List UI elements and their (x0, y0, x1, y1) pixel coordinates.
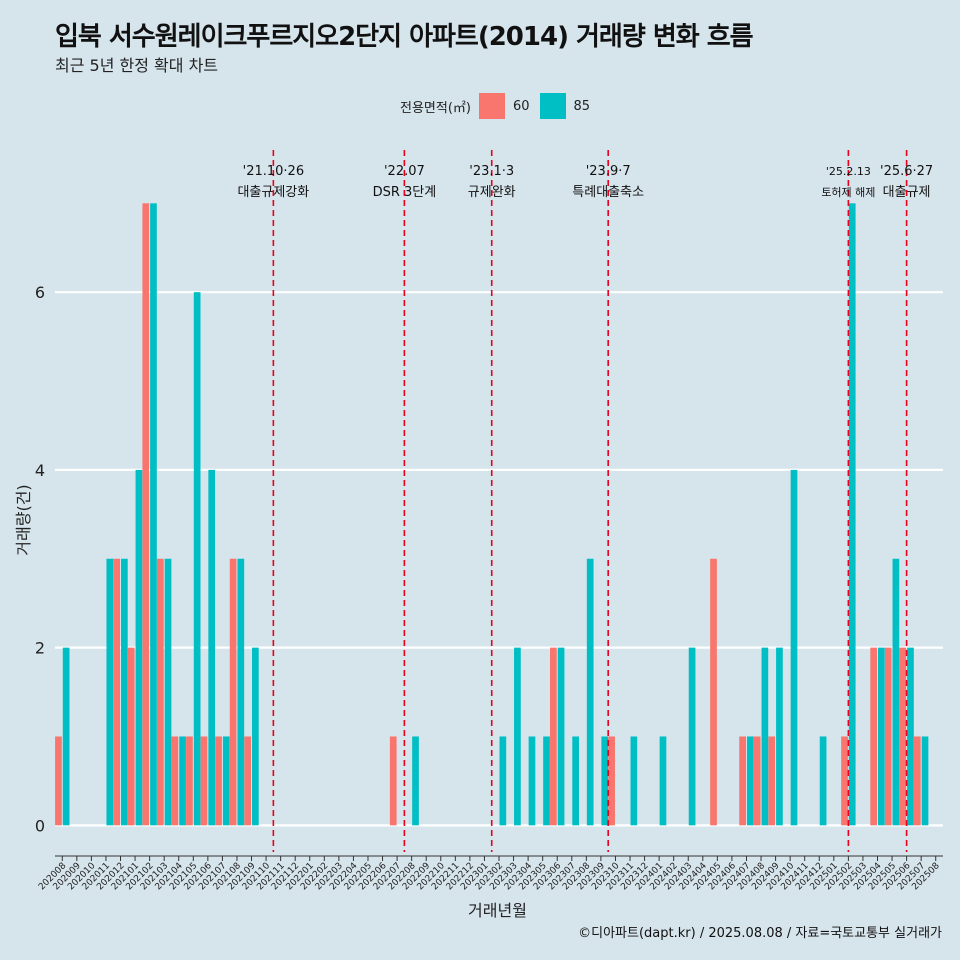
bar-85-202302 (499, 736, 507, 826)
bar-85-202109 (252, 647, 259, 826)
bar-85-202101 (135, 469, 143, 826)
legend-swatch-85 (539, 93, 566, 119)
bar-85-202105 (193, 292, 201, 826)
bar-85-202303 (514, 647, 521, 826)
bar-60-202306 (550, 647, 557, 826)
bar-60-202008 (55, 736, 62, 826)
bar-85-202305 (543, 736, 550, 826)
bar-85-202504 (877, 647, 885, 826)
bar-60-202502 (841, 736, 848, 826)
event-label: 토허제 해제 (821, 185, 875, 199)
event-date: '23.9·7 (586, 164, 631, 179)
bar-85-202306 (557, 647, 565, 826)
bar-85-202103 (164, 558, 172, 826)
bar-60-202504 (870, 647, 877, 826)
legend-label-85: 85 (573, 98, 591, 114)
bar-layer (55, 203, 929, 826)
bar-60-202104 (171, 736, 179, 826)
bar-85-202011 (106, 558, 114, 826)
bar-85-202107 (222, 736, 230, 826)
bar-60-202108 (229, 558, 237, 826)
bar-60-202012 (113, 558, 121, 826)
event-label: 대출규제강화 (237, 185, 309, 200)
bar-60-202507 (913, 736, 921, 826)
event-date: '21.10·26 (243, 164, 304, 179)
bar-85-202410 (790, 469, 798, 826)
bar-60-202101 (127, 647, 135, 826)
bar-60-202310 (608, 736, 615, 826)
chart-title: 입북 서수원레이크푸르지오2단지 아파트(2014) 거래량 변화 흐름 (55, 22, 754, 52)
bar-60-202103 (156, 558, 164, 826)
bar-85-202401 (659, 736, 667, 826)
legend-label-60: 60 (512, 98, 530, 114)
bar-85-202403 (688, 647, 696, 826)
legend-swatch-60 (478, 93, 505, 119)
event-layer: '21.10·26 대출규제강화 '22.07 DSR 3단계 '23.1·3 규제완화 '… (237, 150, 933, 852)
legend-item-60: 60 (478, 93, 530, 119)
bar-60-202105 (186, 736, 193, 826)
bar-85-202505 (892, 558, 900, 826)
bar-60-202409 (768, 736, 776, 826)
bar-85-202008 (62, 647, 70, 826)
event-date: '22.07 (384, 164, 425, 179)
bar-85-202506 (907, 647, 914, 826)
source-caption: ©디아파트(dapt.kr) / 2025.08.08 / 자료=국토교통부 실… (578, 926, 942, 941)
bar-60-202407 (739, 736, 746, 826)
bar-60-202506 (899, 647, 907, 826)
bar-85-202409 (776, 647, 783, 826)
legend-item-85: 85 (539, 93, 591, 119)
bar-60-202408 (753, 736, 761, 826)
bar-60-202207 (389, 736, 397, 826)
bar-85-202102 (150, 203, 157, 826)
bar-85-202408 (761, 647, 769, 826)
bar-60-202405 (710, 558, 717, 826)
event-label: 규제완화 (468, 185, 516, 200)
bar-60-202102 (142, 203, 150, 826)
bar-85-202311 (630, 736, 638, 826)
event-date: '25.2.13 (826, 165, 871, 178)
y-tick-label: 0 (35, 816, 45, 835)
bar-85-202208 (412, 736, 419, 826)
legend: 전용면적(㎡) 60 85 (400, 93, 600, 119)
bar-85-202012 (121, 558, 128, 826)
event-date: '25.6·27 (880, 164, 933, 179)
y-tick-label: 6 (35, 283, 45, 302)
bar-85-202507 (921, 736, 929, 826)
bar-85-202104 (179, 736, 186, 826)
x-axis-label: 거래년월 (468, 901, 527, 920)
bar-85-202407 (746, 736, 754, 826)
chart-subtitle: 최근 5년 한정 확대 차트 (55, 56, 219, 75)
event-date: '23.1·3 (469, 164, 514, 179)
y-tick-label: 4 (35, 461, 45, 480)
bar-85-202502 (848, 203, 856, 826)
legend-title: 전용면적(㎡) (400, 100, 471, 116)
bar-60-202107 (215, 736, 222, 826)
bar-60-202505 (884, 647, 892, 826)
event-label: DSR 3단계 (373, 185, 437, 200)
y-axis-label: 거래량(건) (14, 484, 33, 556)
y-tick-label: 2 (35, 639, 45, 658)
bar-85-202309 (601, 736, 609, 826)
event-label: 특례대출축소 (572, 185, 644, 200)
bar-85-202304 (528, 736, 536, 826)
bar-85-202307 (572, 736, 579, 826)
bar-85-202308 (586, 558, 594, 826)
bar-85-202106 (208, 469, 216, 826)
bar-85-202412 (819, 736, 827, 826)
bar-60-202106 (200, 736, 208, 826)
bar-60-202109 (244, 736, 252, 826)
bar-85-202108 (237, 558, 245, 826)
event-label: 대출규제 (883, 185, 931, 200)
